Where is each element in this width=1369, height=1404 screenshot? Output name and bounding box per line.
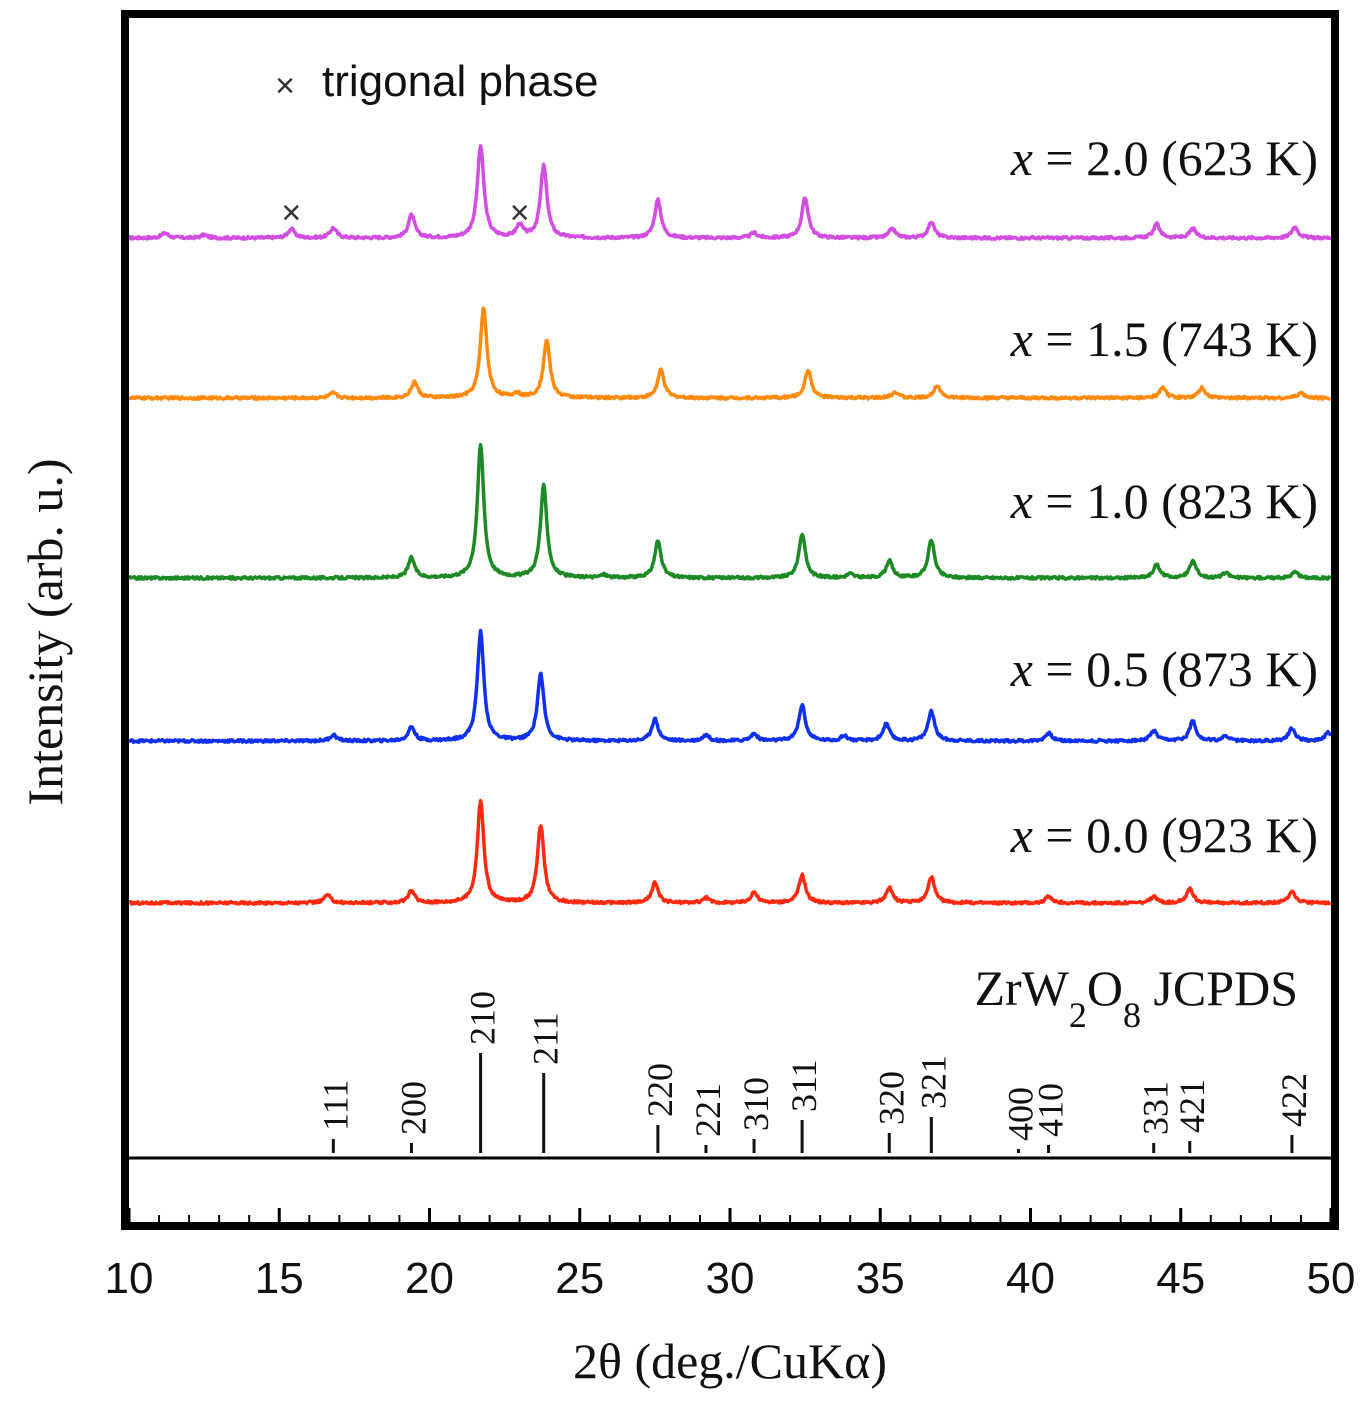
series-label-var: x xyxy=(1010,807,1033,863)
x-tick-label: 40 xyxy=(1006,1254,1055,1303)
x-axis: 10 15 20 25 30 35 40 45 50 xyxy=(105,1208,1356,1303)
hkl-label: 220 xyxy=(640,1063,680,1117)
series-label-var: x xyxy=(1010,473,1033,529)
trigonal-phase-markers: × × xyxy=(281,194,529,232)
x-tick-label: 20 xyxy=(405,1254,454,1303)
reference-title: ZrW2O8 JCPDS xyxy=(974,960,1298,1035)
hkl-label: 331 xyxy=(1136,1081,1176,1135)
x-tick-label: 10 xyxy=(105,1254,154,1303)
series-label: x = 0.5 (873 K) xyxy=(1010,641,1318,697)
plot-frame xyxy=(121,10,1339,1230)
x-tick-label: 25 xyxy=(555,1254,604,1303)
hkl-label: 422 xyxy=(1274,1073,1314,1127)
hkl-label: 311 xyxy=(784,1059,824,1112)
series-label-var: x xyxy=(1010,641,1033,697)
series-label-text: = 2.0 (623 K) xyxy=(1033,130,1318,186)
xrd-trace-line xyxy=(128,628,1333,745)
hkl-label: 400 xyxy=(1000,1087,1040,1141)
x-axis-label: 2θ (deg./CuKα) xyxy=(573,1333,887,1389)
series-label: x = 2.0 (623 K) xyxy=(1010,130,1318,186)
trigonal-marker: × xyxy=(281,194,301,232)
trigonal-marker: × xyxy=(510,194,530,232)
series-label-var: x xyxy=(1010,130,1033,186)
series-label: x = 1.5 (743 K) xyxy=(1010,311,1318,367)
series-label: x = 0.0 (923 K) xyxy=(1010,807,1318,863)
x-tick-label: 45 xyxy=(1156,1254,1205,1303)
series-label-var: x xyxy=(1010,311,1033,367)
hkl-label: 421 xyxy=(1172,1079,1212,1133)
hkl-label: 210 xyxy=(463,991,503,1045)
xrd-traces xyxy=(127,144,1333,906)
xrd-trace-line xyxy=(128,144,1333,241)
series-labels: x = 2.0 (623 K)x = 1.5 (743 K)x = 1.0 (8… xyxy=(1010,130,1318,863)
x-tick-label: 50 xyxy=(1307,1254,1356,1303)
hkl-label: 410 xyxy=(1031,1083,1071,1137)
hkl-label: 310 xyxy=(736,1077,776,1131)
xrd-trace-line xyxy=(128,798,1332,906)
hkl-label: 321 xyxy=(913,1055,953,1109)
hkl-label: 320 xyxy=(871,1071,911,1125)
series-label-text: = 0.5 (873 K) xyxy=(1033,641,1318,697)
xrd-trace-line xyxy=(127,306,1332,401)
x-tick-label: 35 xyxy=(856,1254,905,1303)
series-label-text: = 1.0 (823 K) xyxy=(1033,473,1318,529)
xrd-trace-line xyxy=(127,442,1333,581)
x-tick-label: 30 xyxy=(706,1254,755,1303)
series-label-text: = 1.5 (743 K) xyxy=(1033,311,1318,367)
hkl-label: 211 xyxy=(526,1012,566,1065)
y-axis-label: Intensity (arb. u.) xyxy=(17,458,73,805)
hkl-label: 221 xyxy=(688,1083,728,1137)
series-label-text: = 0.0 (923 K) xyxy=(1033,807,1318,863)
series-label: x = 1.0 (823 K) xyxy=(1010,473,1318,529)
x-tick-label: 15 xyxy=(255,1254,304,1303)
hkl-label: 111 xyxy=(315,1080,355,1131)
legend-text: trigonal phase xyxy=(322,57,598,106)
legend-marker: × xyxy=(275,67,295,105)
hkl-label: 200 xyxy=(393,1081,433,1135)
